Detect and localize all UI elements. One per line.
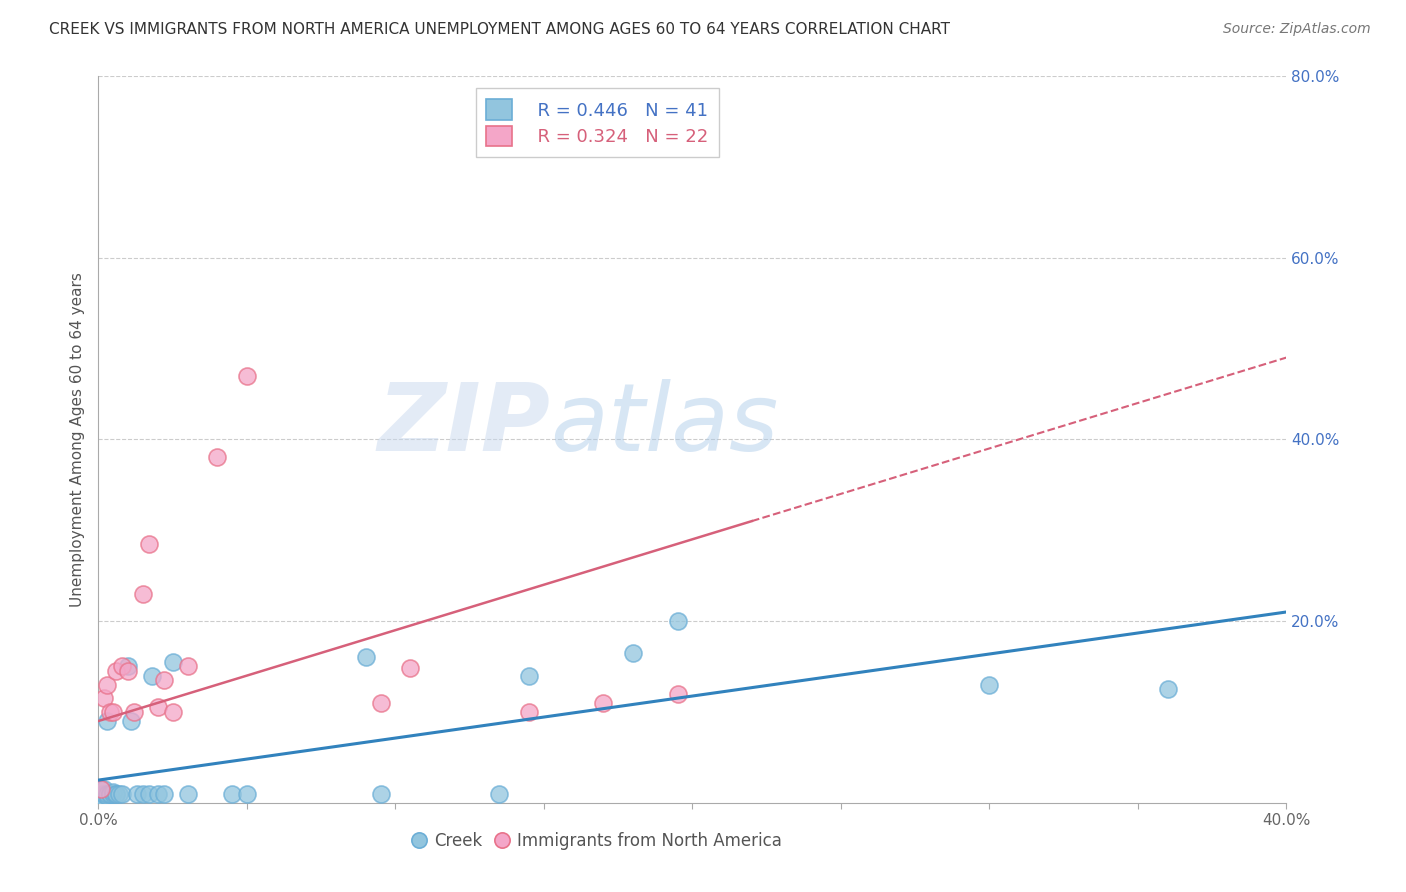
Point (146, 700, 169, 714)
Point (399, 661, 422, 675)
Point (488, 787, 510, 801)
Point (176, 787, 198, 801)
Point (96, 714, 118, 728)
Point (152, 673, 174, 687)
Point (152, 787, 174, 801)
Point (354, 650, 377, 665)
Point (132, 787, 155, 801)
Point (108, 787, 131, 801)
Point (111, 787, 134, 801)
Point (93, 787, 115, 801)
Text: atlas: atlas (550, 379, 778, 470)
Point (98, 787, 121, 801)
Y-axis label: Unemployment Among Ages 60 to 64 years: Unemployment Among Ages 60 to 64 years (69, 272, 84, 607)
Point (103, 787, 125, 801)
Point (370, 696, 392, 710)
Point (90, 782, 112, 797)
Point (105, 787, 128, 801)
Text: Source: ZipAtlas.com: Source: ZipAtlas.com (1223, 22, 1371, 37)
Point (176, 659, 198, 673)
Point (90, 789, 112, 803)
Point (96, 678, 118, 692)
Point (138, 787, 160, 801)
Point (141, 668, 163, 682)
Point (666, 614, 689, 628)
Point (162, 705, 184, 719)
Point (592, 696, 614, 710)
Point (146, 787, 169, 801)
Point (93, 791, 115, 805)
Point (90, 782, 112, 797)
Point (138, 537, 160, 551)
Point (517, 668, 540, 682)
Point (132, 587, 155, 601)
Point (111, 659, 134, 673)
Point (120, 714, 142, 728)
Legend: Creek, Immigrants from North America: Creek, Immigrants from North America (406, 825, 789, 856)
Point (122, 705, 145, 719)
Point (117, 664, 139, 678)
Point (205, 450, 228, 465)
Point (666, 687, 689, 701)
Point (117, 659, 139, 673)
Point (90, 791, 112, 805)
Point (93, 782, 115, 797)
Point (221, 787, 243, 801)
Point (93, 787, 115, 801)
Point (98, 705, 121, 719)
Point (105, 787, 128, 801)
Point (98, 787, 121, 801)
Point (370, 787, 392, 801)
Point (90, 790, 112, 805)
Point (103, 785, 125, 799)
Point (96, 787, 118, 801)
Point (979, 678, 1001, 692)
Point (103, 705, 125, 719)
Point (517, 705, 540, 719)
Point (105, 664, 128, 678)
Point (1156, 682, 1178, 697)
Point (162, 655, 184, 669)
Point (236, 368, 259, 383)
Point (96, 789, 118, 803)
Point (236, 787, 259, 801)
Point (621, 646, 644, 660)
Point (90, 787, 112, 801)
Point (93, 691, 115, 706)
Point (90, 789, 112, 804)
Point (125, 787, 148, 801)
Text: ZIP: ZIP (377, 379, 550, 471)
Text: CREEK VS IMMIGRANTS FROM NORTH AMERICA UNEMPLOYMENT AMONG AGES 60 TO 64 YEARS CO: CREEK VS IMMIGRANTS FROM NORTH AMERICA U… (49, 22, 950, 37)
